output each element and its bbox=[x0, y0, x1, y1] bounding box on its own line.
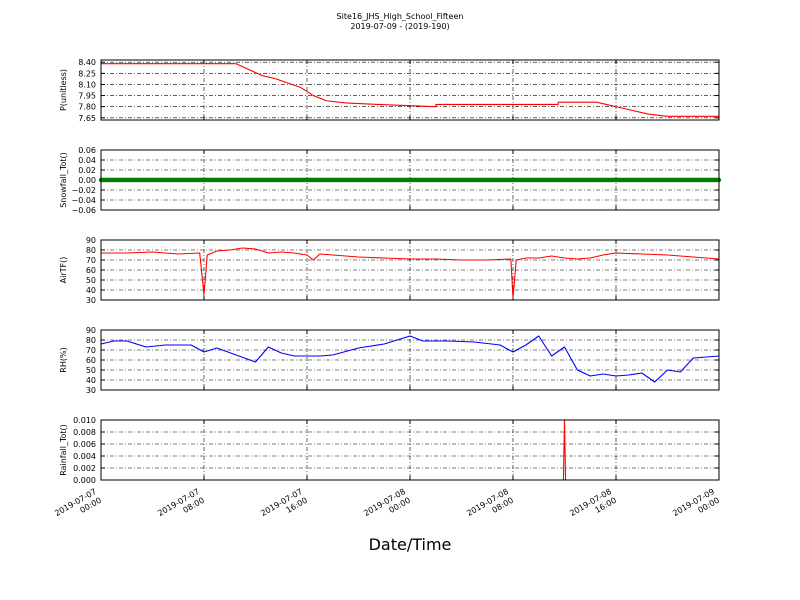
y-axis-label: P(unitless) bbox=[59, 69, 68, 111]
y-tick-label: −0.06 bbox=[71, 206, 96, 215]
y-tick-label: 50 bbox=[86, 276, 96, 285]
y-tick-label: 0.06 bbox=[78, 146, 96, 155]
y-tick-label: 90 bbox=[86, 236, 96, 245]
x-tick-label: 2019-07-0700:00 bbox=[53, 487, 103, 527]
y-tick-label: 0.000 bbox=[73, 476, 96, 485]
panel-5: 0.000 0.002 0.004 0.006 0.008 0.010 Rainfall_T… bbox=[59, 416, 720, 485]
y-tick-label: 7.95 bbox=[78, 92, 96, 101]
x-tick-label: 2019-07-0900:00 bbox=[671, 487, 721, 527]
y-tick-label: 70 bbox=[86, 256, 96, 265]
y-tick-label: −0.02 bbox=[71, 186, 96, 195]
y-tick-label: 80 bbox=[86, 336, 96, 345]
y-tick-label: 0.010 bbox=[73, 416, 96, 425]
y-tick-label: 30 bbox=[86, 296, 96, 305]
y-tick-label: 80 bbox=[86, 246, 96, 255]
y-tick-label: 60 bbox=[86, 356, 96, 365]
x-axis-label: Date/Time bbox=[369, 535, 452, 554]
y-axis-label: AirTF() bbox=[59, 257, 68, 284]
y-tick-label: 8.40 bbox=[78, 58, 96, 67]
chart-subtitle: 2019-07-09 - (2019-190) bbox=[350, 22, 449, 31]
y-tick-label: 8.25 bbox=[78, 69, 96, 78]
y-tick-label: 90 bbox=[86, 326, 96, 335]
series-line bbox=[101, 63, 719, 117]
x-tick-label: 2019-07-0708:00 bbox=[156, 487, 206, 527]
x-tick-label: 2019-07-0800:00 bbox=[362, 487, 412, 527]
y-tick-label: 0.008 bbox=[73, 428, 96, 437]
y-tick-label: 0.002 bbox=[73, 464, 96, 473]
y-axis-label: Rainfall_Tot() bbox=[59, 424, 68, 476]
y-tick-label: 0.02 bbox=[78, 166, 96, 175]
axes-frame bbox=[100, 419, 720, 481]
y-tick-label: 70 bbox=[86, 346, 96, 355]
y-tick-label: 0.006 bbox=[73, 440, 96, 449]
x-tick-labels: 2019-07-0700:00 2019-07-0708:00 2019-07-07… bbox=[53, 487, 721, 527]
y-tick-label: 40 bbox=[86, 286, 96, 295]
y-axis-label: Snowfall_Tot() bbox=[59, 152, 68, 208]
y-tick-label: 40 bbox=[86, 376, 96, 385]
axes-frame bbox=[100, 149, 720, 211]
y-tick-label: 7.65 bbox=[78, 114, 96, 123]
axes-frame bbox=[100, 59, 720, 121]
x-tick-label: 2019-07-0716:00 bbox=[259, 487, 309, 527]
x-tick-label: 2019-07-0816:00 bbox=[568, 487, 618, 527]
y-tick-label: 30 bbox=[86, 386, 96, 395]
series-line bbox=[100, 335, 720, 383]
y-tick-label: 0.04 bbox=[78, 156, 96, 165]
panel-2: −0.06−0.04−0.020.000.020.040.06 Snowfall_… bbox=[59, 146, 722, 215]
y-tick-label: 0.004 bbox=[73, 452, 96, 461]
y-tick-label: 8.10 bbox=[78, 80, 96, 89]
axes-frame bbox=[100, 239, 720, 301]
panels: 7.65 7.80 7.95 8.10 8.25 8.40 P(unitless) −0.06… bbox=[53, 58, 722, 527]
y-tick-label: 0.00 bbox=[78, 176, 96, 185]
series-points bbox=[98, 177, 722, 183]
panel-1: 7.65 7.80 7.95 8.10 8.25 8.40 P(unitless) bbox=[59, 58, 720, 123]
y-tick-label: −0.04 bbox=[71, 196, 96, 205]
y-axis-label: RH(%) bbox=[59, 347, 68, 372]
y-tick-label: 50 bbox=[86, 366, 96, 375]
y-tick-label: 60 bbox=[86, 266, 96, 275]
x-tick-label: 2019-07-0808:00 bbox=[465, 487, 515, 527]
axes-frame bbox=[100, 329, 720, 391]
chart-title: Site16_JHS_High_School_Fifteen bbox=[337, 12, 464, 21]
series-line bbox=[101, 247, 720, 299]
y-tick-label: 7.80 bbox=[78, 103, 96, 112]
